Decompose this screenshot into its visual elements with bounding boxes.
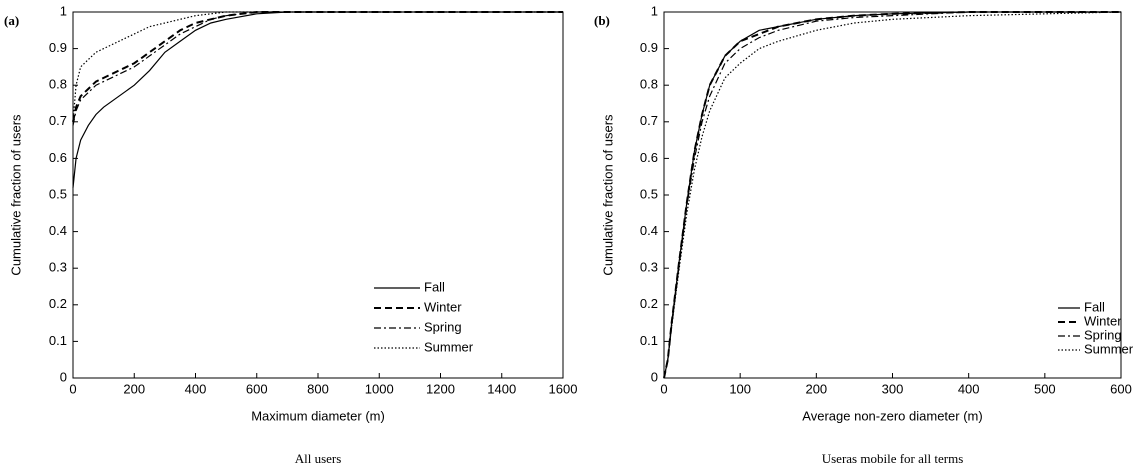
x-tick-label: 100 (729, 381, 751, 396)
legend-label: Spring (424, 319, 462, 334)
legend-label: Fall (424, 279, 445, 294)
plot-frame (72, 11, 564, 379)
x-tick-label: 200 (805, 381, 827, 396)
y-tick-label: 0.9 (49, 40, 67, 55)
series-line (663, 11, 1121, 379)
x-axis-label: Average non-zero diameter (m) (802, 408, 982, 423)
x-tick-label: 800 (307, 381, 329, 396)
series-line (663, 11, 1121, 379)
x-axis-label: Maximum diameter (m) (251, 408, 385, 423)
series-line (663, 11, 1121, 379)
x-tick-label: 200 (123, 381, 145, 396)
legend-label: Winter (1084, 313, 1122, 328)
series-line (72, 11, 563, 122)
plot-frame (663, 11, 1122, 379)
y-tick-label: 0.6 (49, 150, 67, 165)
legend-label: Summer (1084, 341, 1134, 356)
legend-label: Fall (1084, 299, 1105, 314)
y-tick-label: 0.1 (640, 333, 658, 348)
series-line (72, 11, 563, 123)
legend-label: Summer (424, 339, 474, 354)
y-tick-label: 0.7 (640, 113, 658, 128)
x-tick-label: 300 (882, 381, 904, 396)
x-tick-label: 400 (958, 381, 980, 396)
y-tick-label: 0.5 (49, 186, 67, 201)
x-tick-label: 1600 (549, 381, 578, 396)
panel-label: (b) (594, 13, 610, 28)
panel: 0 0.1 0.2 0.3 0.4 0.5 0.6 0.7 0.8 0.9 1 0 100 200 300 4… (594, 3, 1134, 466)
y-tick-label: 0.9 (640, 40, 658, 55)
x-tick-label: 0 (660, 381, 667, 396)
y-tick-label: 0.2 (49, 296, 67, 311)
y-tick-label: 0.8 (640, 77, 658, 92)
x-tick-label: 600 (1110, 381, 1132, 396)
x-tick-label: 1000 (365, 381, 394, 396)
series-line (72, 11, 563, 188)
x-tick-label: 600 (246, 381, 268, 396)
y-tick-label: 1 (651, 3, 658, 18)
x-tick-label: 1200 (426, 381, 455, 396)
x-tick-label: 1400 (487, 381, 516, 396)
y-tick-label: 0.1 (49, 333, 67, 348)
y-tick-label: 0.3 (49, 260, 67, 275)
y-tick-label: 0.4 (640, 223, 658, 238)
y-tick-label: 0.3 (640, 260, 658, 275)
x-tick-label: 500 (1034, 381, 1056, 396)
caption: Useras mobile for all terms (822, 451, 964, 466)
y-tick-label: 0.5 (640, 186, 658, 201)
y-tick-label: 0.7 (49, 113, 67, 128)
series-line (72, 11, 563, 126)
x-tick-label: 0 (69, 381, 76, 396)
y-axis-label: Cumulative fraction of users (8, 114, 23, 276)
panel: 0 0.1 0.2 0.3 0.4 0.5 0.6 0.7 0.8 0.9 1 0 200 400 600 8… (4, 3, 577, 466)
y-tick-label: 0.6 (640, 150, 658, 165)
legend-label: Winter (424, 299, 462, 314)
y-tick-label: 0 (651, 369, 658, 384)
y-tick-label: 0 (60, 369, 67, 384)
y-tick-label: 0.2 (640, 296, 658, 311)
panel-label: (a) (4, 13, 19, 28)
y-tick-label: 1 (60, 3, 67, 18)
legend-label: Spring (1084, 327, 1122, 342)
caption: All users (295, 451, 342, 466)
series-line (663, 11, 1122, 379)
y-tick-label: 0.4 (49, 223, 67, 238)
y-axis-label: Cumulative fraction of users (600, 114, 615, 276)
y-tick-label: 0.8 (49, 77, 67, 92)
x-tick-label: 400 (185, 381, 207, 396)
